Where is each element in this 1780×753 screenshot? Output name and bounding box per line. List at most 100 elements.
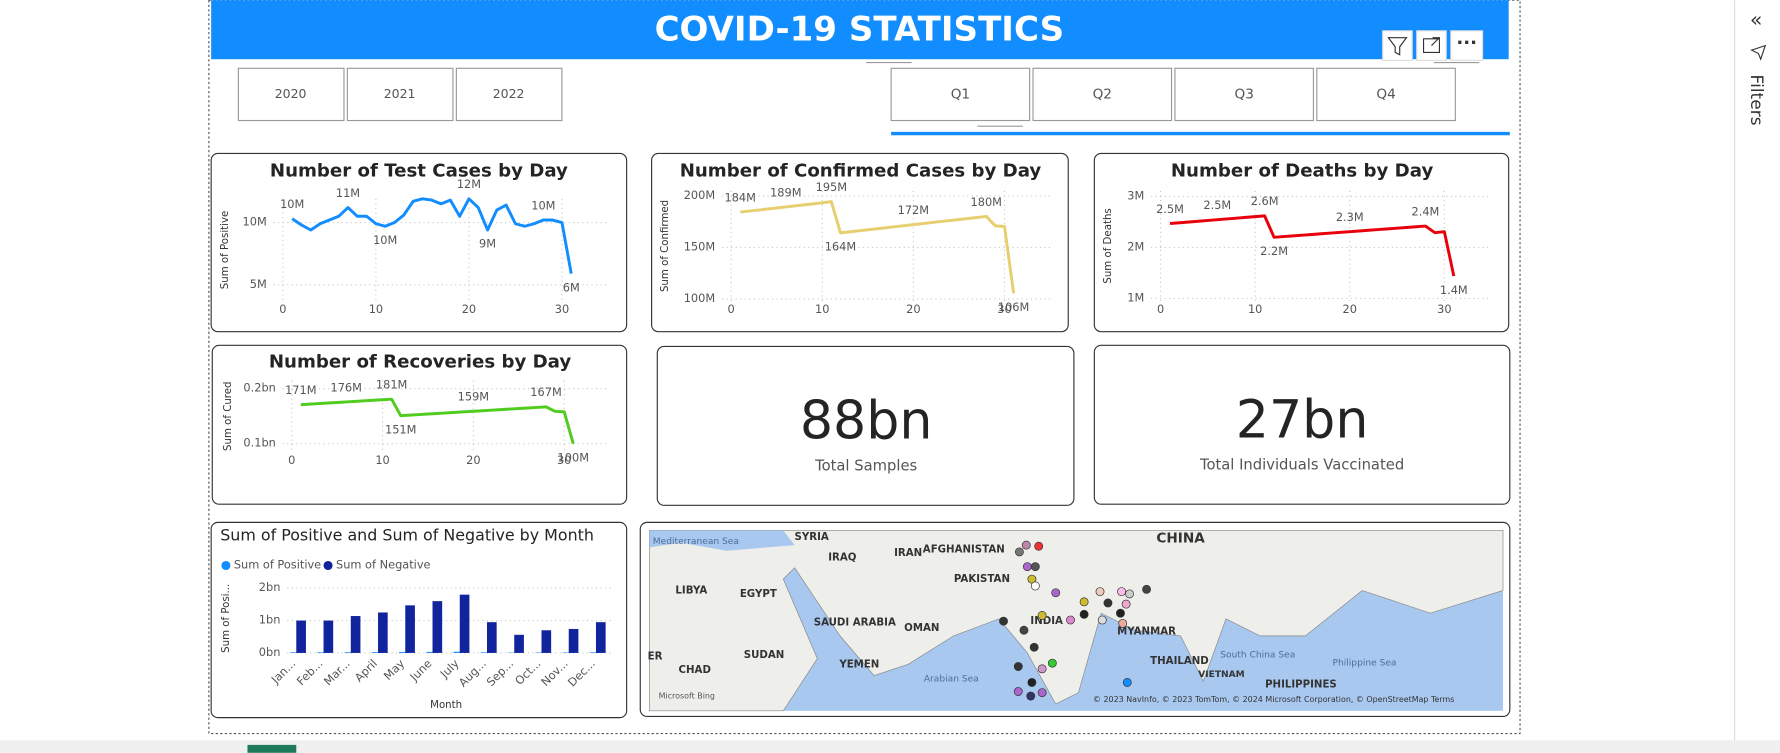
bar <box>290 652 300 653</box>
quarter-button[interactable] <box>1174 67 1314 122</box>
map-label: Mediterranean Sea <box>653 537 739 547</box>
map-label: ER <box>648 651 663 662</box>
map-point[interactable] <box>1047 658 1057 668</box>
bar <box>568 628 579 653</box>
x-tick-label: 0 <box>727 302 734 316</box>
quarter-button[interactable] <box>1316 67 1456 122</box>
map-point[interactable] <box>1095 587 1105 597</box>
more-icon[interactable] <box>1450 30 1484 61</box>
map-point[interactable] <box>1118 618 1128 628</box>
map-point[interactable] <box>1079 597 1089 607</box>
more-glyph: ··· <box>1456 32 1477 53</box>
y-tick-label: 150M <box>684 239 715 253</box>
x-tick-label: 20 <box>906 302 920 316</box>
year-label: 2022 <box>493 86 525 101</box>
quarter-button[interactable] <box>890 67 1031 122</box>
map-point[interactable] <box>1122 678 1132 687</box>
map-point[interactable] <box>1117 587 1127 597</box>
map-point[interactable] <box>999 616 1008 626</box>
y-tick-label: 1M <box>1127 290 1144 304</box>
data-label: 10M <box>280 197 304 211</box>
map-point[interactable] <box>1121 599 1131 609</box>
bar <box>317 652 327 653</box>
data-label: 180M <box>971 195 1002 209</box>
map-land <box>648 529 1504 712</box>
y-axis-title: Sum of Positive <box>220 211 231 290</box>
card-frame <box>1093 344 1511 505</box>
x-axis-title: Month <box>430 700 462 711</box>
y-tick-label: 0bn <box>259 645 281 659</box>
data-label: 11M <box>336 186 360 200</box>
map-point[interactable] <box>1142 584 1151 594</box>
bar <box>378 612 388 653</box>
bar <box>487 622 497 653</box>
filters-label[interactable]: Filters <box>1746 75 1766 126</box>
map-point[interactable] <box>1037 664 1047 674</box>
map-point[interactable] <box>1030 562 1040 572</box>
collapse-icon[interactable]: « <box>1750 8 1763 32</box>
y-tick-label: 200M <box>684 188 715 202</box>
map-point[interactable] <box>1097 615 1107 625</box>
data-label: 10M <box>373 233 397 247</box>
card-label: Total Samples <box>814 458 917 475</box>
y-axis-title: Sum of Confirmed <box>660 200 671 292</box>
visual-toolbar: ··· <box>1382 30 1484 61</box>
map-point[interactable] <box>1103 598 1113 608</box>
map-point[interactable] <box>1034 541 1044 551</box>
data-label: 172M <box>898 203 929 217</box>
chart-title: Sum of Positive and Sum of Negative by M… <box>220 525 594 544</box>
map-point[interactable] <box>1029 642 1039 652</box>
year-button[interactable] <box>455 67 563 122</box>
chart-frame <box>210 152 628 333</box>
map-point[interactable] <box>1022 562 1032 572</box>
data-line <box>300 397 575 445</box>
map-label: Arabian Sea <box>924 675 979 685</box>
map-point[interactable] <box>1013 662 1023 671</box>
map-point[interactable] <box>1027 678 1037 687</box>
map-label: AFGHANISTAN <box>923 545 1005 556</box>
bar <box>589 652 600 653</box>
map-point[interactable] <box>1030 581 1040 591</box>
quarter-button[interactable] <box>1032 67 1173 122</box>
map-point[interactable] <box>1013 687 1023 696</box>
map-point[interactable] <box>1037 688 1047 698</box>
legend-marker <box>323 560 333 571</box>
map-point[interactable] <box>1066 615 1075 625</box>
x-tick-label: 30 <box>997 302 1011 316</box>
page-tab[interactable] <box>247 744 297 753</box>
filter-icon[interactable] <box>1382 30 1413 61</box>
map-point[interactable] <box>1026 691 1036 701</box>
map-point[interactable] <box>1014 547 1024 557</box>
card-value: 27bn <box>1236 391 1369 451</box>
data-label: 2.3M <box>1336 210 1364 224</box>
data-line <box>1169 214 1456 277</box>
map-point[interactable] <box>1051 588 1061 598</box>
map-point[interactable] <box>1037 611 1047 620</box>
data-label: 159M <box>458 390 489 404</box>
map-point[interactable] <box>1079 609 1089 619</box>
year-button[interactable] <box>237 67 345 122</box>
y-tick-label: 0.1bn <box>243 436 275 450</box>
filters-glyph <box>1750 44 1767 61</box>
map-point[interactable] <box>1019 625 1029 635</box>
map-attribution: © 2023 NavInfo, © 2023 TomTom, © 2024 Mi… <box>1093 695 1454 704</box>
map-label: VIETNAM <box>1198 670 1244 680</box>
chart-title: Number of Test Cases by Day <box>270 161 568 182</box>
map-label: THAILAND <box>1150 656 1209 667</box>
year-button[interactable] <box>346 67 454 122</box>
legend-label: Sum of Negative <box>336 558 431 572</box>
legend-marker <box>221 560 231 571</box>
map-point[interactable] <box>1125 589 1134 599</box>
y-tick-label: 0.2bn <box>243 381 275 395</box>
y-axis-title: Sum of Deaths <box>1103 208 1114 283</box>
chart-frame <box>651 152 1069 333</box>
map-point[interactable] <box>1116 608 1125 618</box>
data-label: 2.2M <box>1260 244 1288 258</box>
data-label: 181M <box>376 378 407 392</box>
status-bar <box>0 740 1780 753</box>
map-label: IRAN <box>894 548 922 559</box>
data-label: 2.5M <box>1156 202 1184 216</box>
map-point[interactable] <box>1021 540 1031 550</box>
data-label: 184M <box>724 190 755 204</box>
